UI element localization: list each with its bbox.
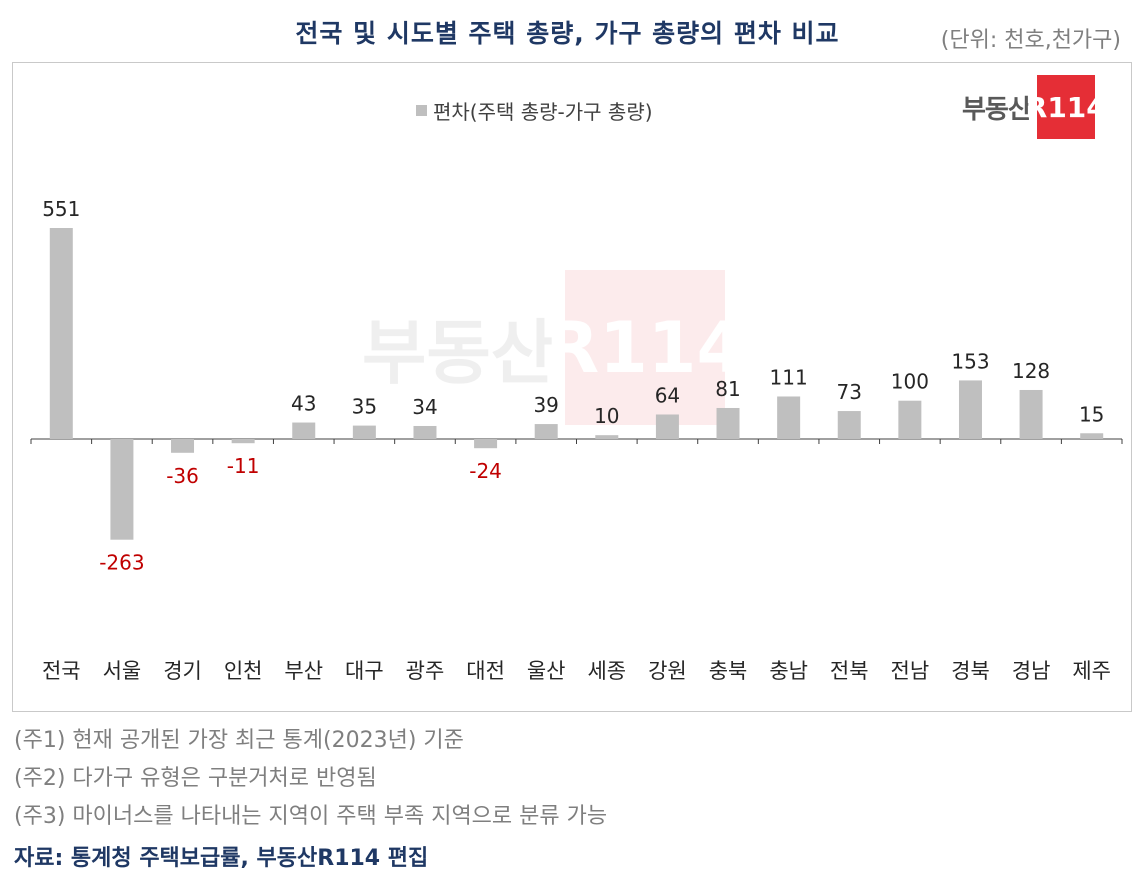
chart-legend: 편차(주택 총량-가구 총량): [416, 96, 653, 125]
category-label-광주: 광주: [406, 659, 445, 683]
data-label-충남: 111: [770, 365, 808, 389]
category-label-충남: 충남: [769, 659, 808, 683]
category-label-대전: 대전: [466, 659, 505, 683]
category-label-서울: 서울: [103, 659, 142, 683]
footnote-2: (주2) 다가구 유형은 구분거처로 반영됨: [14, 766, 377, 791]
bar-인천: [231, 439, 255, 444]
data-label-인천: -11: [227, 454, 260, 478]
bar-강원: [655, 414, 679, 439]
category-label-전국: 전국: [42, 659, 81, 683]
category-label-제주: 제주: [1072, 659, 1111, 683]
bar-광주: [413, 425, 437, 439]
bar-대구: [352, 425, 376, 439]
category-label-울산: 울산: [527, 659, 566, 683]
category-label-충북: 충북: [709, 659, 748, 683]
footnotes: (주1) 현재 공개된 가장 최근 통계(2023년) 기준 (주2) 다가구 …: [14, 722, 607, 836]
bar-전북: [837, 411, 861, 439]
bar-대전: [474, 439, 498, 449]
category-label-전남: 전남: [891, 659, 930, 683]
category-label-경기: 경기: [163, 659, 202, 683]
data-label-전남: 100: [891, 370, 929, 394]
footnote-3: (주3) 마이너스를 나타내는 지역이 주택 부족 지역으로 분류 가능: [14, 804, 608, 829]
bar-서울: [110, 439, 134, 540]
data-label-경기: -36: [166, 464, 199, 488]
data-label-부산: 43: [291, 392, 316, 416]
brand-logo-text: 부동산: [962, 94, 1032, 125]
bar-전국: [49, 228, 73, 439]
data-label-전북: 73: [837, 380, 862, 404]
source-note: 자료: 통계청 주택보급률, 부동산R114 편집: [14, 846, 429, 871]
category-label-전북: 전북: [830, 659, 869, 683]
data-label-경북: 153: [951, 349, 989, 373]
bar-제주: [1080, 433, 1104, 439]
data-label-전국: 551: [42, 197, 80, 221]
bar-충남: [777, 396, 801, 439]
footnote-1: (주1) 현재 공개된 가장 최근 통계(2023년) 기준: [14, 728, 464, 753]
bar-부산: [292, 422, 316, 439]
category-label-부산: 부산: [284, 659, 323, 683]
category-label-강원: 강원: [648, 659, 687, 683]
data-label-제주: 15: [1079, 402, 1104, 426]
bar-울산: [534, 424, 558, 439]
brand-logo-badge: R114: [1026, 75, 1106, 139]
legend-swatch: [416, 105, 427, 116]
legend-label: 편차(주택 총량-가구 총량): [433, 100, 653, 124]
category-label-경북: 경북: [951, 659, 990, 683]
chart-frame: [12, 62, 1132, 712]
category-label-경남: 경남: [1012, 659, 1051, 683]
bar-충북: [716, 407, 740, 439]
data-label-대구: 35: [352, 395, 377, 419]
data-label-서울: -263: [99, 551, 144, 575]
data-label-강원: 64: [655, 383, 680, 407]
bar-경북: [958, 380, 982, 439]
category-label-세종: 세종: [587, 659, 626, 683]
data-label-울산: 39: [533, 393, 558, 417]
data-label-세종: 10: [594, 404, 619, 428]
bar-세종: [595, 435, 619, 439]
bar-경기: [171, 439, 195, 453]
data-label-경남: 128: [1012, 359, 1050, 383]
data-label-대전: -24: [469, 459, 502, 483]
category-label-인천: 인천: [224, 659, 263, 683]
data-label-충북: 81: [715, 377, 740, 401]
category-label-대구: 대구: [345, 659, 384, 683]
data-label-광주: 34: [412, 395, 437, 419]
brand-logo: 부동산 R114: [962, 75, 1106, 139]
bar-전남: [898, 400, 922, 439]
bar-경남: [1019, 389, 1043, 439]
chart-title: 전국 및 시도별 주택 총량, 가구 총량의 편차 비교: [295, 19, 840, 48]
unit-label: (단위: 천호,천가구): [940, 28, 1121, 53]
